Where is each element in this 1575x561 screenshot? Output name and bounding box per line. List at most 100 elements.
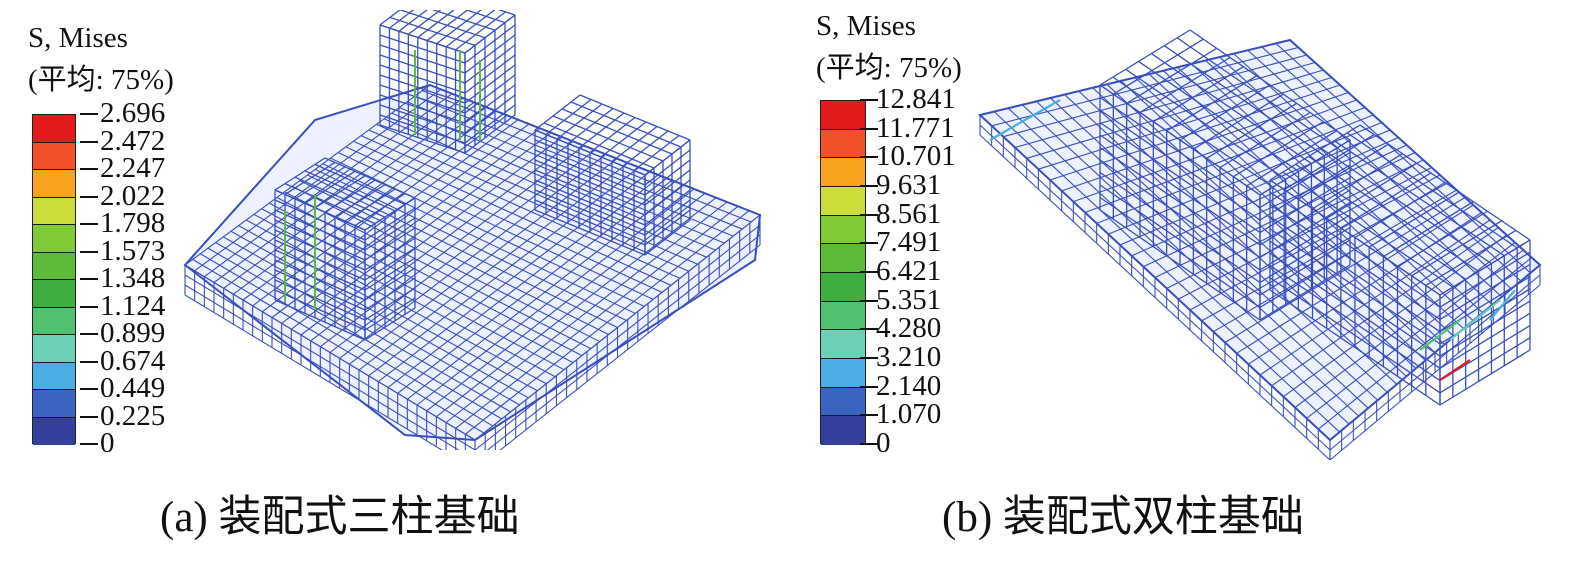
- legend-tick-label: 10.701: [876, 140, 956, 173]
- slab-side-edge: [474, 214, 761, 450]
- caption-a: (a) 装配式三柱基础: [160, 494, 520, 541]
- legend-tick-mark: [80, 140, 98, 143]
- legend-tick-label: 11.771: [876, 111, 955, 144]
- legend-tick-mark: [80, 305, 98, 308]
- legend-tick-mark: [80, 360, 98, 363]
- legend-swatch: [33, 335, 75, 363]
- mesh-top-face: [274, 157, 416, 231]
- legend-tick-mark: [860, 156, 878, 159]
- legend-tick-label: 0.899: [100, 317, 166, 349]
- legend-swatch: [821, 101, 865, 130]
- panel-two-column-foundation: S, Mises (平均: 75%) 12.841 11.771 10.701 9.6…: [790, 0, 1575, 561]
- legend-tick-mark: [860, 357, 878, 359]
- legend-tick-label: 6.421: [876, 255, 942, 287]
- legend-tick-mark: [80, 195, 98, 198]
- mesh-side-face: [1439, 239, 1531, 406]
- column-block-back: [1099, 29, 1351, 321]
- legend-swatch: [33, 225, 75, 253]
- legend-tick-mark: [80, 168, 98, 170]
- legend-swatch: [33, 252, 75, 280]
- legend-tick-label: 1.124: [100, 289, 166, 322]
- legend-tick-mark: [80, 223, 98, 225]
- legend-swatch: [33, 390, 75, 418]
- legend-tick-mark: [80, 333, 98, 335]
- legend-swatch: [821, 387, 865, 417]
- legend-swatch: [33, 362, 75, 390]
- legend-color-bar: [820, 100, 866, 445]
- column-block-front: [1269, 124, 1531, 406]
- legend-swatch: [33, 280, 75, 308]
- legend-tick-label: 12.841: [876, 83, 956, 115]
- panel-three-column-foundation: S, Mises (平均: 75%) 2.696 2.472 2.247 2.022 1…: [28, 10, 762, 541]
- legend-swatch: [821, 330, 865, 359]
- legend-swatch: [33, 197, 75, 225]
- legend-tick-label: 5.351: [876, 283, 942, 316]
- legend-tick-label: 9.631: [876, 169, 942, 201]
- legend-swatch: [33, 142, 75, 170]
- legend-tick-mark: [860, 414, 878, 417]
- legend-tick-mark: [860, 127, 878, 130]
- legend-tick-label: 3.210: [876, 341, 942, 373]
- legend-tick-mark: [860, 443, 878, 445]
- legend-tick-label: 0.674: [100, 344, 166, 377]
- legend-tick-mark: [80, 250, 98, 253]
- three-column-foundation-mesh-model: [183, 10, 762, 450]
- stress-highlight-lines: [284, 50, 481, 310]
- legend-tick-mark: [860, 385, 878, 388]
- legend-tick-mark: [80, 443, 98, 445]
- legend-tick-label: 0.225: [100, 399, 166, 432]
- legend-tick-label: 0.449: [100, 372, 166, 404]
- legend-tick-label: 1.348: [100, 262, 166, 294]
- column-block-front: [274, 157, 416, 341]
- legend-title: S, Mises: [816, 10, 916, 42]
- legend-swatch: [821, 358, 865, 388]
- legend-tick-label: 8.561: [876, 197, 942, 230]
- legend-tick-mark: [860, 242, 878, 245]
- two-column-foundation-mesh-model: [977, 29, 1542, 460]
- slab-side-edge: [1329, 264, 1541, 460]
- legend-tick-label: 4.280: [876, 312, 942, 345]
- legend-tick-label: 1.573: [100, 234, 166, 267]
- legend-swatch: [821, 186, 865, 216]
- legend-tick-mark: [860, 99, 878, 101]
- legend-subtitle: (平均: 75%): [816, 52, 962, 84]
- legend-subtitle: (平均: 75%): [28, 64, 174, 96]
- legend-tick-label: 2.022: [100, 179, 166, 212]
- mesh-side-face: [464, 14, 516, 154]
- legend-tick-label: 2.247: [100, 152, 166, 184]
- legend-tick-mark: [80, 278, 98, 280]
- stress-highlight-lines: [989, 99, 1516, 381]
- legend-tick-mark: [80, 415, 98, 418]
- legend-swatch: [821, 215, 865, 245]
- legend-tick-mark: [860, 213, 878, 216]
- legend-swatch: [821, 416, 865, 445]
- legend-swatch: [33, 307, 75, 335]
- legend-swatch: [33, 115, 75, 143]
- legend-swatch: [33, 170, 75, 198]
- legend-tick-label: 1.070: [876, 398, 942, 431]
- legend-tick-label: 0: [876, 427, 891, 459]
- legend-swatch: [821, 158, 865, 187]
- column-block-right: [534, 94, 691, 256]
- legend-tick-label: 2.140: [876, 369, 942, 402]
- legend-swatch: [33, 417, 75, 445]
- legend-swatch: [821, 272, 865, 302]
- legend-tick-mark: [860, 299, 878, 302]
- legend-tick-mark: [860, 328, 878, 331]
- mesh-side-face: [644, 139, 691, 256]
- legend-tick-label: 0: [100, 427, 115, 459]
- legend-tick-label: 1.798: [100, 207, 166, 239]
- legend-tick-mark: [860, 185, 878, 187]
- legend-tick-label: 7.491: [876, 226, 942, 259]
- legend-tick-mark: [860, 271, 878, 273]
- mesh-side-face: [364, 197, 416, 341]
- caption-b: (b) 装配式双柱基础: [942, 494, 1304, 541]
- legend-color-bar: [32, 114, 76, 445]
- legend-swatch: [821, 301, 865, 331]
- legend-swatch: [821, 129, 865, 159]
- column-block-back: [379, 10, 516, 154]
- legend-title: S, Mises: [28, 22, 128, 54]
- legend-swatch: [821, 244, 865, 273]
- legend-tick-label: 2.472: [100, 124, 166, 157]
- legend-tick-mark: [80, 113, 98, 115]
